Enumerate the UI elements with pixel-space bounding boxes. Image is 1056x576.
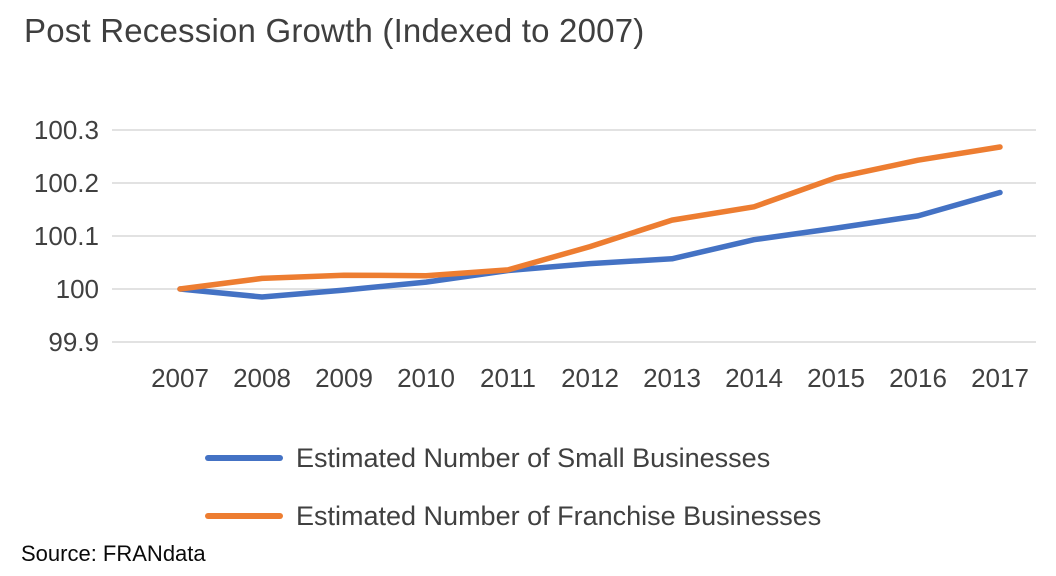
x-axis-tick-label: 2014 xyxy=(725,363,783,393)
x-axis-tick-label: 2015 xyxy=(807,363,865,393)
x-axis-tick-label: 2008 xyxy=(233,363,291,393)
x-axis-tick-label: 2013 xyxy=(643,363,701,393)
line-chart-plot-area: 99.9 100 100.1 100.2 100.3 2007 2008 2009 2010 20… xyxy=(34,115,1036,393)
legend-item-small-businesses: Estimated Number of Small Businesses xyxy=(205,442,821,474)
x-axis-tick-label: 2007 xyxy=(151,363,209,393)
x-axis-tick-label: 2011 xyxy=(480,363,536,393)
series-line-franchise-businesses xyxy=(177,144,1003,292)
x-axis-tick-label: 2012 xyxy=(561,363,619,393)
x-axis-tick-label: 2009 xyxy=(315,363,373,393)
legend-label-small-businesses: Estimated Number of Small Businesses xyxy=(296,442,771,473)
legend-swatch-small-businesses xyxy=(205,455,283,461)
x-axis-tick-label: 2016 xyxy=(889,363,947,393)
x-axis-tick-label: 2017 xyxy=(971,363,1029,393)
y-axis-tick-label: 100 xyxy=(56,274,99,304)
y-axis-tick-label: 99.9 xyxy=(48,327,99,357)
series-line-small-businesses xyxy=(177,189,1003,300)
chart-title: Post Recession Growth (Indexed to 2007) xyxy=(24,12,645,49)
y-axis-tick-label: 100.2 xyxy=(34,168,99,198)
y-axis-tick-label: 100.3 xyxy=(34,115,99,145)
legend-label-franchise-businesses: Estimated Number of Franchise Businesses xyxy=(296,500,822,531)
chart-legend: Estimated Number of Small Businesses Est… xyxy=(205,442,821,558)
x-axis-tick-label: 2010 xyxy=(397,363,455,393)
y-axis-tick-label: 100.1 xyxy=(34,221,99,251)
legend-swatch-franchise-businesses xyxy=(205,513,283,519)
source-attribution: Source: FRANdata xyxy=(21,541,206,566)
legend-item-franchise-businesses: Estimated Number of Franchise Businesses xyxy=(205,500,821,532)
